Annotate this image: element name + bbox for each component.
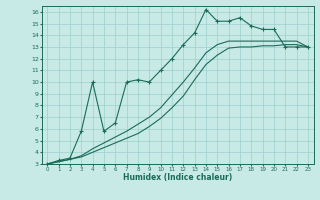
X-axis label: Humidex (Indice chaleur): Humidex (Indice chaleur)	[123, 173, 232, 182]
